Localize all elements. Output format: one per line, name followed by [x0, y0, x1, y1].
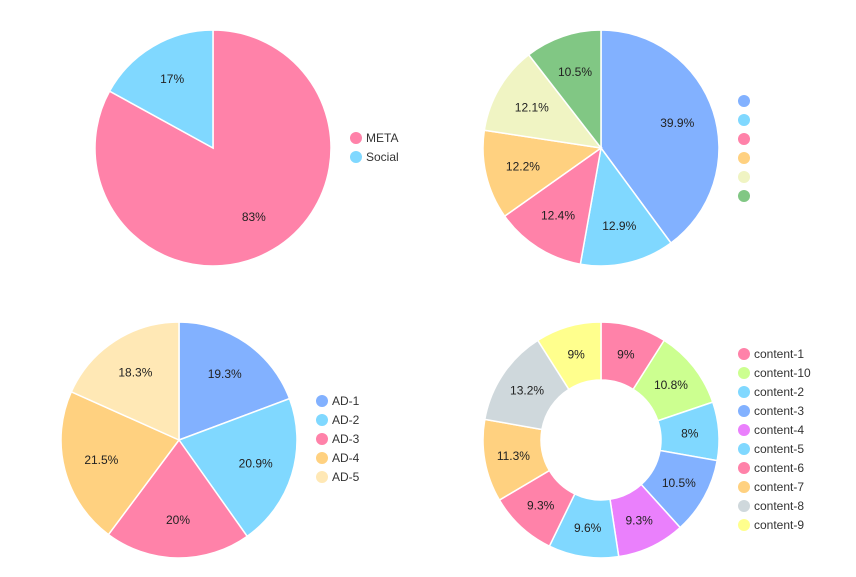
chart-six-segment: 39.9% 12.9% 12.4% 12.2% 12.1% 10.5%: [482, 29, 750, 267]
legend-marker[interactable]: [738, 114, 750, 126]
pie-slice[interactable]: [108, 29, 214, 150]
legend-label[interactable]: content-8: [754, 499, 804, 513]
slice-label: 12.2%: [506, 159, 540, 173]
slice-label: 39.9%: [660, 116, 694, 130]
pie-slice[interactable]: [107, 438, 249, 559]
legend-marker[interactable]: [316, 433, 328, 445]
slice-label: 9%: [617, 348, 635, 362]
pie-slice[interactable]: [177, 397, 298, 538]
slice-label: 12.4%: [541, 209, 575, 223]
legend-label[interactable]: content-10: [754, 366, 811, 380]
legend-marker[interactable]: [738, 190, 750, 202]
chart-ads: 19.3% AD-1 20.9% AD-2 20% AD-3 21.5% AD-4 18.3% A…: [60, 321, 360, 559]
legend-marker[interactable]: [738, 348, 750, 360]
pie-slice[interactable]: [178, 321, 291, 442]
legend-marker[interactable]: [316, 414, 328, 426]
legend-label[interactable]: AD-1: [332, 394, 360, 408]
legend-marker[interactable]: [738, 443, 750, 455]
legend-label[interactable]: AD-2: [332, 413, 360, 427]
pie-slice[interactable]: [503, 146, 603, 266]
slice-label: 17%: [160, 72, 184, 86]
pie-slice[interactable]: [600, 29, 720, 245]
legend-label[interactable]: AD-3: [332, 432, 360, 446]
legend-marker[interactable]: [316, 395, 328, 407]
legend-marker[interactable]: [738, 462, 750, 474]
legend-marker[interactable]: [738, 424, 750, 436]
legend-marker[interactable]: [738, 500, 750, 512]
legend-marker[interactable]: [738, 133, 750, 145]
slice-label: 10.8%: [654, 378, 688, 392]
legend-marker[interactable]: [316, 452, 328, 464]
slice-label: 83%: [242, 210, 266, 224]
legend-marker[interactable]: [738, 152, 750, 164]
pie-slice[interactable]: [579, 146, 673, 267]
legend-marker[interactable]: [738, 95, 750, 107]
pie-slice[interactable]: [70, 321, 180, 442]
pie-slice[interactable]: [536, 321, 602, 391]
slice-label: 10.5%: [558, 65, 592, 79]
slice-label: 20.9%: [239, 457, 273, 471]
legend-label[interactable]: content-4: [754, 423, 804, 437]
slice-label: 11.3%: [497, 449, 530, 463]
slice-label: 19.3%: [208, 367, 242, 381]
slice-label: 21.5%: [84, 453, 118, 467]
slice-label: 18.3%: [118, 366, 152, 380]
legend-marker[interactable]: [738, 519, 750, 531]
legend-marker[interactable]: [738, 386, 750, 398]
chart-content-donut: 9% content-1 10.8% content-10 8% content-2 10.…: [482, 321, 811, 559]
legend-label[interactable]: AD-5: [332, 470, 360, 484]
legend-label[interactable]: AD-4: [332, 451, 360, 465]
legend-label[interactable]: content-9: [754, 518, 804, 532]
legend-label[interactable]: content-5: [754, 442, 804, 456]
slice-label: 20%: [166, 513, 190, 527]
slice-label: 9.6%: [574, 521, 602, 535]
slice-label: 12.1%: [515, 100, 549, 114]
legend-label[interactable]: Social: [366, 150, 399, 164]
pie-slice[interactable]: [483, 53, 603, 150]
legend-marker[interactable]: [350, 151, 362, 163]
slice-label: 10.5%: [662, 476, 696, 490]
legend-label[interactable]: content-2: [754, 385, 804, 399]
chart-meta-social: 83% META 17% Social: [94, 29, 399, 267]
legend-label[interactable]: content-1: [754, 347, 804, 361]
legend-marker[interactable]: [316, 471, 328, 483]
slice-label: 12.9%: [602, 219, 636, 233]
legend-marker[interactable]: [738, 405, 750, 417]
slice-label: 9.3%: [625, 513, 653, 527]
legend-marker[interactable]: [350, 132, 362, 144]
pie-slice[interactable]: [527, 29, 602, 151]
legend-marker[interactable]: [738, 481, 750, 493]
legend-label[interactable]: content-7: [754, 480, 804, 494]
slice-label: 9.3%: [527, 498, 555, 512]
legend-marker[interactable]: [738, 367, 750, 379]
slice-label: 13.2%: [510, 383, 544, 397]
slice-label: 8%: [681, 426, 699, 440]
legend-label[interactable]: content-3: [754, 404, 804, 418]
legend-marker[interactable]: [738, 171, 750, 183]
pie-slice[interactable]: [482, 129, 603, 218]
legend-label[interactable]: META: [366, 131, 398, 145]
legend-label[interactable]: content-6: [754, 461, 804, 475]
slice-label: 9%: [567, 348, 585, 362]
